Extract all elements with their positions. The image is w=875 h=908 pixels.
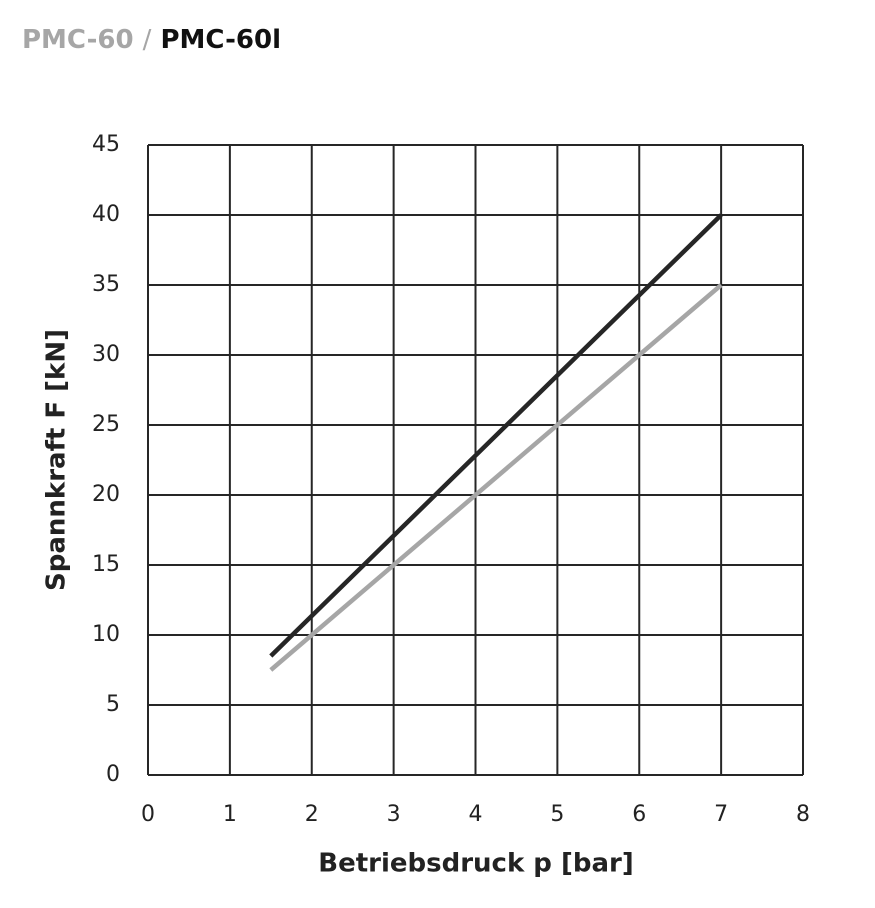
y-axis-title: Spannkraft F [kN]: [42, 329, 72, 591]
y-tick-label: 15: [92, 552, 120, 577]
y-tick-label: 10: [92, 622, 120, 647]
y-tick-label: 30: [92, 342, 120, 367]
y-tick-label: 35: [92, 272, 120, 297]
x-tick-label: 0: [141, 802, 155, 827]
y-tick-label: 20: [92, 482, 120, 507]
y-tick-label: 45: [92, 132, 120, 157]
title-separator: /: [143, 25, 152, 55]
series-line: [269, 213, 723, 658]
y-tick-label: 0: [106, 762, 120, 787]
y-tick-label: 5: [106, 692, 120, 717]
x-tick-label: 5: [550, 802, 564, 827]
title-series-1: PMC-60: [22, 25, 134, 55]
x-tick-label: 6: [632, 802, 646, 827]
series-line: [269, 283, 723, 672]
title-series-2: PMC-60l: [160, 25, 281, 55]
chart-title: PMC-60 / PMC-60l: [22, 25, 281, 55]
x-tick-label: 3: [387, 802, 401, 827]
y-tick-label: 25: [92, 412, 120, 437]
x-tick-label: 8: [796, 802, 810, 827]
x-tick-label: 4: [469, 802, 483, 827]
x-tick-label: 1: [223, 802, 237, 827]
x-tick-label: 7: [714, 802, 728, 827]
x-axis-title: Betriebsdruck p [bar]: [318, 849, 633, 879]
y-tick-label: 40: [92, 202, 120, 227]
x-tick-label: 2: [305, 802, 319, 827]
